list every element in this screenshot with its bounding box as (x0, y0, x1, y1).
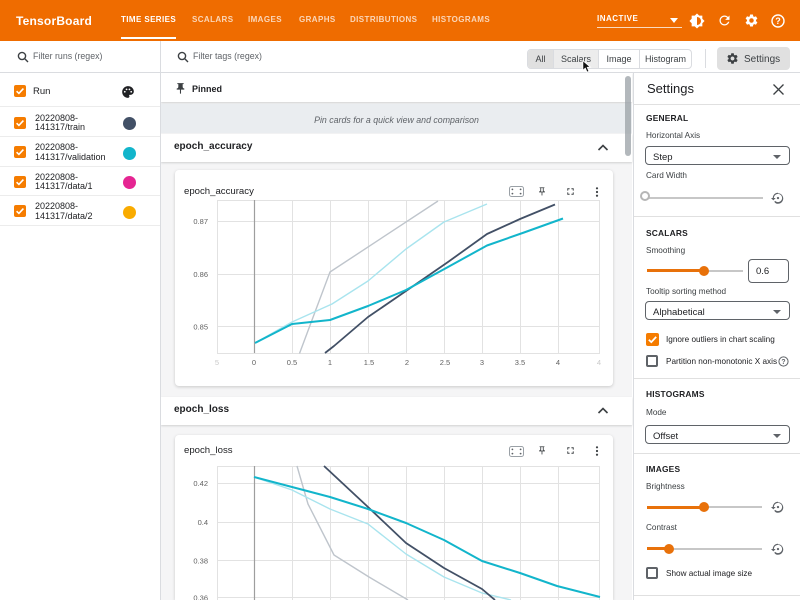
svg-text:2.5: 2.5 (440, 358, 450, 367)
svg-text:4: 4 (556, 358, 560, 367)
svg-text:0.4: 0.4 (198, 518, 208, 527)
svg-text:?: ? (775, 16, 781, 26)
svg-text:3: 3 (480, 358, 484, 367)
svg-text:2: 2 (405, 358, 409, 367)
svg-text:0.42: 0.42 (193, 479, 208, 488)
svg-text:5: 5 (215, 358, 219, 367)
svg-text:0.36: 0.36 (193, 594, 208, 600)
svg-text:1.5: 1.5 (364, 358, 374, 367)
svg-text:0.86: 0.86 (193, 270, 208, 279)
svg-text:0.5: 0.5 (287, 358, 297, 367)
svg-text:?: ? (781, 359, 785, 366)
svg-text:0.85: 0.85 (193, 323, 208, 332)
svg-text:4: 4 (597, 358, 601, 367)
svg-text:0: 0 (252, 358, 256, 367)
svg-text:0.87: 0.87 (193, 217, 208, 226)
svg-text:1: 1 (328, 358, 332, 367)
svg-text:0.38: 0.38 (193, 557, 208, 566)
svg-text:3.5: 3.5 (515, 358, 525, 367)
